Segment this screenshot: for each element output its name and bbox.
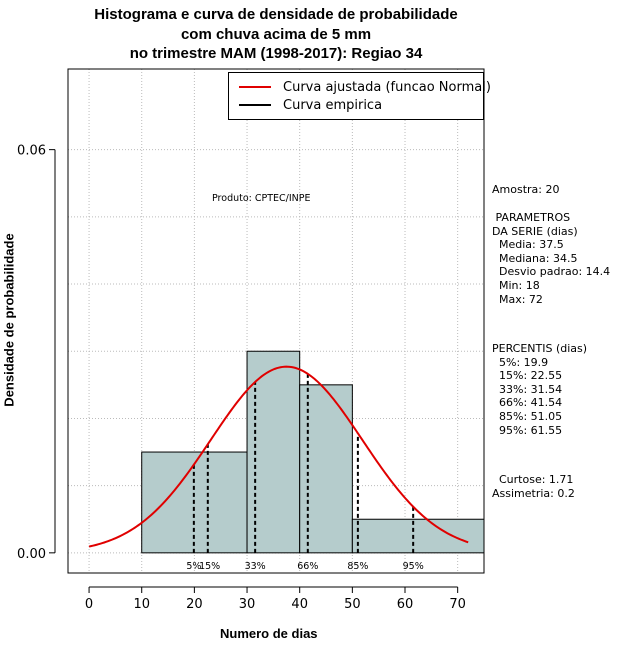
legend-swatch-empirical <box>239 104 271 106</box>
x-tick-label: 10 <box>133 597 150 612</box>
legend-swatch-fit <box>239 86 271 88</box>
sample-size: Amostra: 20 <box>492 183 560 196</box>
normal-fit-curve <box>88 365 469 548</box>
x-axis-label: Numero de dias <box>220 626 318 641</box>
percentile-label: 33% <box>245 561 266 572</box>
series-parameters: PARAMETROS DA SERIE (dias) Media: 37.5 M… <box>492 211 611 306</box>
histogram-bar <box>351 518 485 554</box>
percentile-label: 95% <box>403 561 424 572</box>
legend-label-fit: Curva ajustada (funcao Normal) <box>283 79 491 95</box>
x-tick-label: 70 <box>449 597 466 612</box>
percentile-lines <box>192 373 415 553</box>
percentile-label: 66% <box>297 561 318 572</box>
product-annotation: Produto: CPTEC/INPE <box>212 193 311 204</box>
x-tick-label: 0 <box>85 597 93 612</box>
shape-stats: Curtose: 1.71 Assimetria: 0.2 <box>492 473 575 500</box>
y-axis-label: Densidade de probabilidade <box>1 233 17 407</box>
y-tick-label: 0.06 <box>17 144 46 159</box>
legend-entry-empirical: Curva empirica <box>239 97 382 113</box>
x-tick-label: 20 <box>186 597 203 612</box>
x-tick-label: 60 <box>397 597 414 612</box>
percentile-label: 5% <box>186 561 201 572</box>
legend-entry-fit: Curva ajustada (funcao Normal) <box>239 79 491 95</box>
legend-label-empirical: Curva empirica <box>283 97 383 113</box>
x-tick-label: 40 <box>291 597 308 612</box>
x-tick-label: 30 <box>239 597 256 612</box>
chart-title-line-1: Histograma e curva de densidade de proba… <box>94 6 458 23</box>
chart-title-line-2: com chuva acima de 5 mm <box>180 26 372 43</box>
y-tick-label: 0.00 <box>17 547 46 562</box>
chart-title-line-3: no trimestre MAM (1998-2017): Regiao 34 <box>129 45 423 62</box>
y-axis: 0.00 0.06 <box>17 144 56 562</box>
x-axis: 0 10 20 30 40 50 60 70 <box>85 586 466 612</box>
percentile-label: 85% <box>347 561 368 572</box>
legend: Curva ajustada (funcao Normal) Curva emp… <box>228 72 491 120</box>
percentile-labels: 5%15% 33% 66% 85% 95% <box>186 561 423 572</box>
percentile-label: 15% <box>199 561 220 572</box>
x-tick-label: 50 <box>344 597 361 612</box>
plot-frame <box>67 68 485 574</box>
percentiles-block: PERCENTIS (dias) 5%: 19.9 15%: 22.55 33%… <box>492 342 588 437</box>
